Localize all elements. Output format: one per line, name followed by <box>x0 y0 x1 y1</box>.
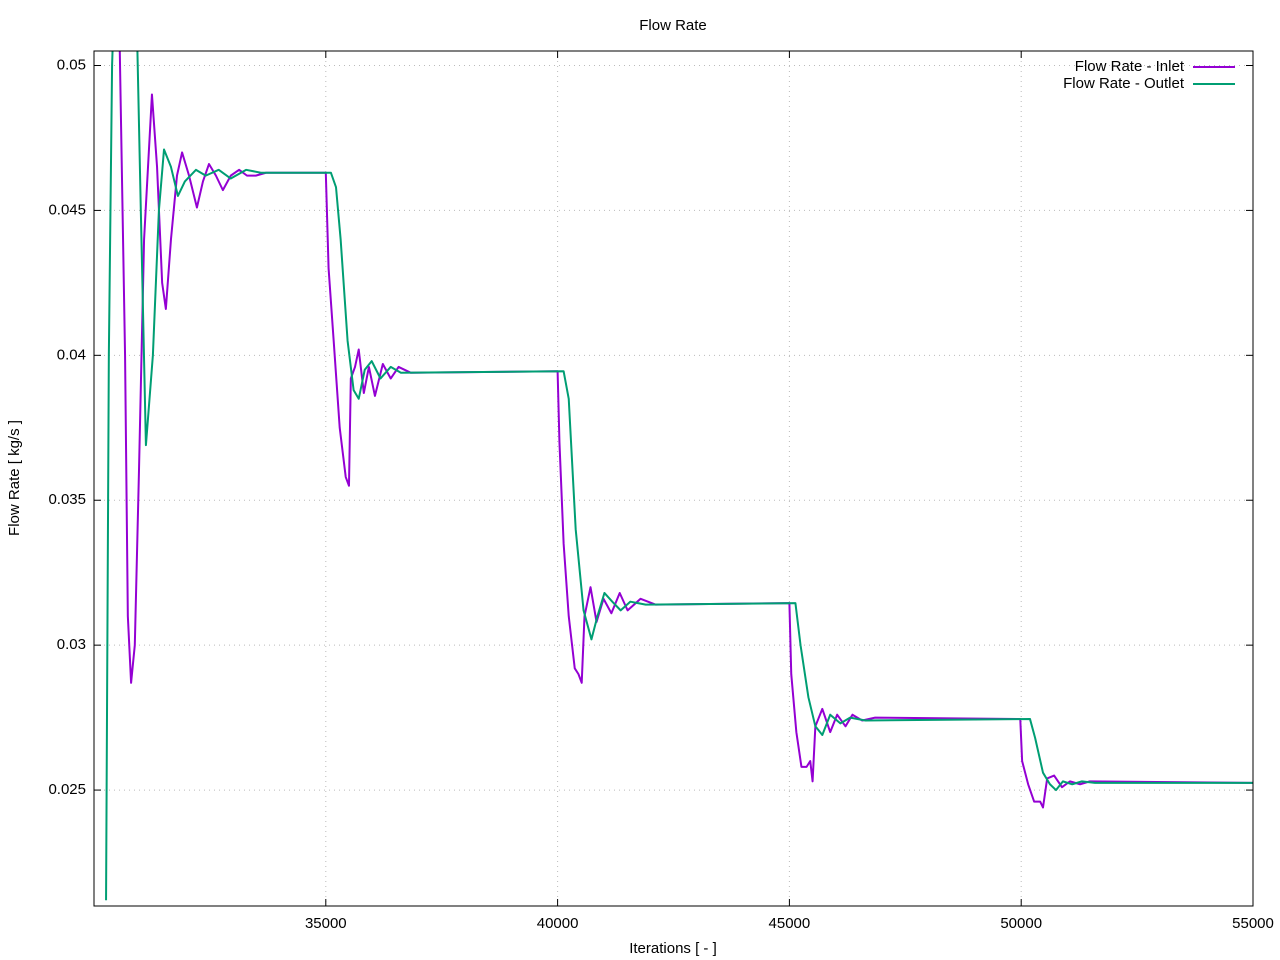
series-line <box>105 51 1253 901</box>
legend-label: Flow Rate - Inlet <box>1075 58 1185 75</box>
y-tick-label: 0.045 <box>48 201 86 218</box>
y-tick-label: 0.025 <box>48 781 86 798</box>
x-tick-label: 50000 <box>1000 915 1042 932</box>
plot-frame <box>93 50 1254 907</box>
x-tick-label: 55000 <box>1232 915 1274 932</box>
x-tick-label: 45000 <box>769 915 811 932</box>
grid: 35000 40000 45000 50000 55000 0.025 0.03 0.035 0… <box>48 51 1274 932</box>
legend-label: Flow Rate - Outlet <box>1063 75 1185 92</box>
x-tick-label: 35000 <box>305 915 347 932</box>
x-tick-label: 40000 <box>537 915 579 932</box>
series-line <box>118 51 1253 809</box>
x-axis-label: Iterations [ - ] <box>629 940 717 957</box>
y-tick-label: 0.03 <box>57 636 86 653</box>
chart-title: Flow Rate <box>639 17 707 34</box>
y-tick-label: 0.04 <box>57 346 86 363</box>
y-tick-label: 0.035 <box>48 491 86 508</box>
y-axis-label: Flow Rate [ kg/s ] <box>6 420 23 536</box>
y-tick-label: 0.05 <box>57 56 86 73</box>
plot-area <box>105 51 1253 901</box>
